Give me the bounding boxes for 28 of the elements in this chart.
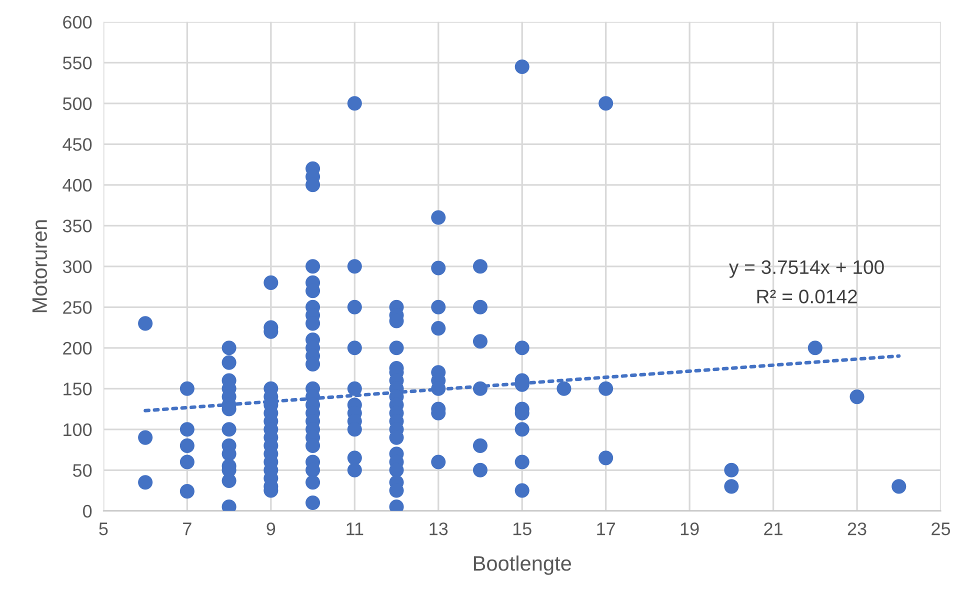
annotation: R² = 0.0142 xyxy=(757,290,857,304)
y-tick-label: 300 xyxy=(62,260,92,274)
x-tick-label: 5 xyxy=(99,522,108,536)
annotation: y = 3.7514x + 100 xyxy=(729,260,884,278)
y-tick-label: 400 xyxy=(62,178,92,192)
y-tick-label: 250 xyxy=(63,301,92,314)
x-tick-label: 15 xyxy=(513,522,532,536)
y-tick-label: 200 xyxy=(63,342,92,355)
x-tick-label: 17 xyxy=(597,522,615,536)
y-tick-label: 600 xyxy=(63,16,92,29)
y-tick-label: 100 xyxy=(64,423,92,436)
x-tick-label: 7 xyxy=(183,522,192,536)
y-axis-title: Motoruren xyxy=(32,220,47,312)
x-tick-label: 21 xyxy=(764,522,782,536)
x-axis-title: Bootlengte xyxy=(474,556,571,575)
x-tick-label: 19 xyxy=(680,522,699,536)
y-tick-label: 150 xyxy=(64,382,92,396)
y-tick-label: 50 xyxy=(72,464,92,477)
y-tick-label: 500 xyxy=(62,97,92,110)
y-tick-label: 550 xyxy=(62,56,92,70)
x-tick-label: 9 xyxy=(266,522,276,536)
x-tick-label: 25 xyxy=(932,522,950,536)
x-tick-label: 11 xyxy=(346,522,364,536)
x-tick-label: 23 xyxy=(848,522,866,536)
x-tick-label: 13 xyxy=(430,522,448,536)
y-tick-label: 350 xyxy=(62,220,92,232)
y-tick-label: 0 xyxy=(83,504,92,518)
y-tick-label: 450 xyxy=(62,138,92,151)
